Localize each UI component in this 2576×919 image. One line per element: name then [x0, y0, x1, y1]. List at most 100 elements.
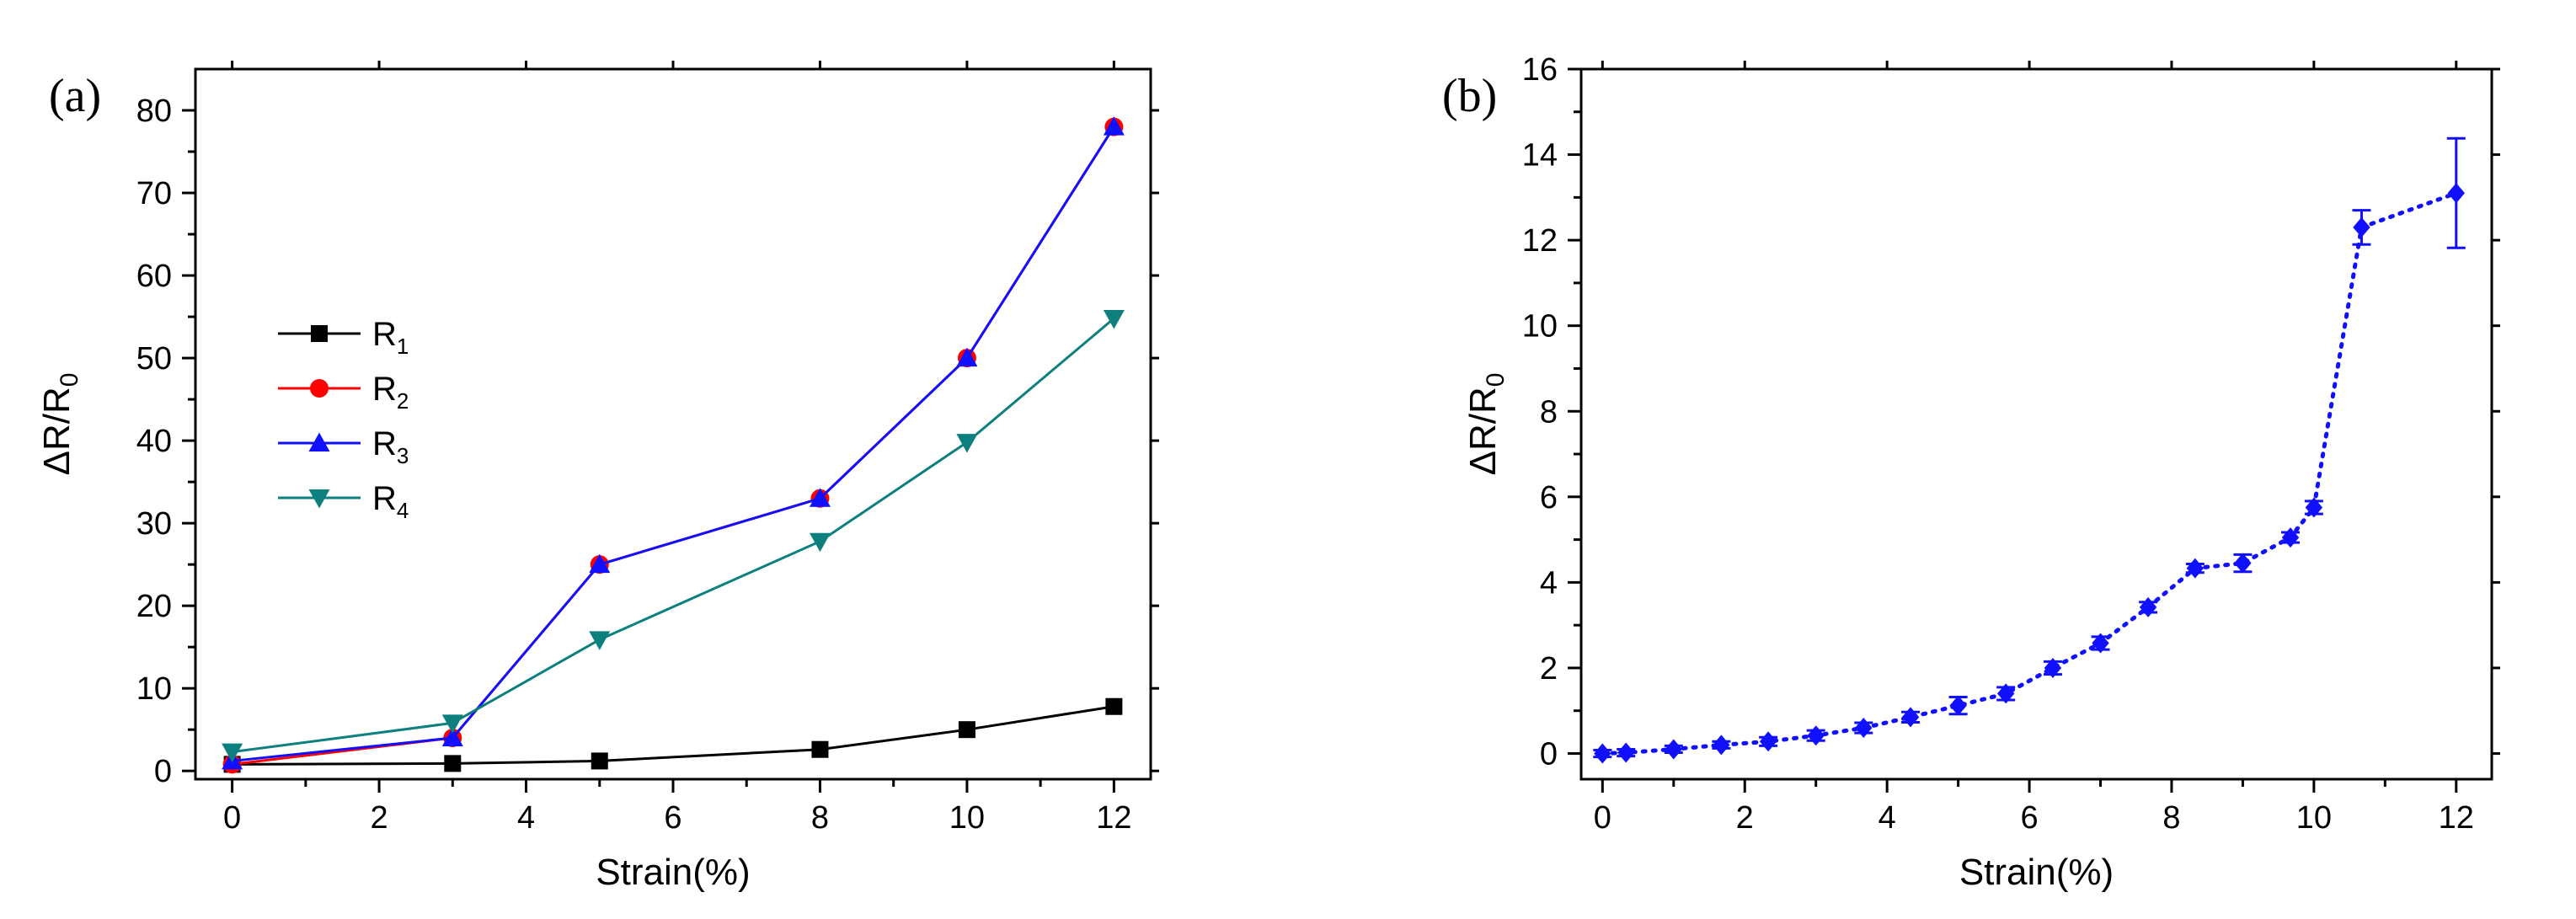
- legend-label: R1: [372, 316, 409, 359]
- legend-label-subscript: 1: [397, 334, 409, 359]
- data-point: [2044, 657, 2062, 678]
- data-point: [2305, 497, 2323, 518]
- x-tick-label: 0: [223, 800, 241, 836]
- x-axis-title: Strain(%): [1959, 852, 2114, 893]
- legend-marker: [310, 379, 329, 398]
- y-tick-label: 60: [136, 259, 172, 294]
- legend-marker: [308, 489, 330, 509]
- data-point: [441, 727, 463, 746]
- data-point: [589, 631, 611, 650]
- y-tick-label: 20: [136, 589, 172, 624]
- x-tick-label: 6: [2020, 800, 2038, 836]
- data-point: [956, 347, 978, 367]
- data-point: [2353, 216, 2370, 238]
- y-tick-label: 4: [1540, 565, 1558, 601]
- data-point: [1901, 707, 1920, 728]
- data-point: [1807, 725, 1825, 746]
- series-line: [232, 317, 1115, 754]
- x-tick-label: 2: [371, 800, 388, 836]
- data-point: [2186, 558, 2205, 579]
- data-point: [1103, 310, 1125, 329]
- x-tick-label: 12: [2439, 800, 2474, 836]
- data-point: [1617, 742, 1635, 763]
- y-tick-label: 10: [136, 671, 172, 707]
- x-axis-title: Strain(%): [596, 852, 750, 893]
- x-tick-label: 10: [2296, 800, 2332, 836]
- x-tick-label: 8: [2162, 800, 2180, 836]
- y-tick-label: 2: [1540, 651, 1558, 687]
- x-tick-label: 6: [664, 800, 681, 836]
- legend-label-subscript: 4: [397, 498, 409, 523]
- data-point: [1105, 697, 1123, 715]
- data-point: [591, 752, 608, 770]
- y-axis-title-subscript: 0: [1482, 373, 1510, 387]
- data-point: [811, 740, 829, 758]
- legend-marker: [308, 432, 330, 451]
- y-tick-label: 70: [136, 176, 172, 211]
- data-point: [2281, 527, 2300, 548]
- legend-label-subscript: 3: [397, 443, 409, 468]
- y-tick-label: 8: [1540, 394, 1558, 430]
- y-tick-label: 50: [136, 341, 172, 377]
- panel-label: (b): [1442, 70, 1497, 122]
- data-point: [1665, 739, 1682, 760]
- x-tick-label: 4: [1879, 800, 1896, 836]
- data-point: [2139, 596, 2157, 617]
- y-tick-label: 0: [1540, 737, 1558, 772]
- data-point: [1759, 731, 1777, 752]
- x-tick-label: 2: [1736, 800, 1754, 836]
- y-tick-label: 80: [136, 94, 172, 129]
- y-tick-label: 16: [1522, 52, 1558, 88]
- y-tick-label: 14: [1522, 138, 1558, 174]
- y-axis-title-subscript: 0: [56, 373, 83, 387]
- legend-label-main: R: [372, 480, 397, 517]
- y-tick-label: 10: [1522, 309, 1558, 345]
- data-point: [2447, 183, 2465, 204]
- data-point: [2092, 633, 2109, 654]
- x-tick-label: 12: [1096, 800, 1131, 836]
- data-point: [1713, 735, 1730, 756]
- legend-marker: [311, 325, 328, 342]
- series-r4: [222, 310, 1125, 763]
- data-point: [1996, 683, 2015, 704]
- data-point: [958, 721, 975, 739]
- plot-frame: [194, 67, 1152, 781]
- y-axis-title-main: ΔR/R: [1462, 387, 1504, 475]
- x-tick-label: 4: [517, 800, 535, 836]
- series-r2: [222, 117, 1124, 774]
- data-point: [1103, 116, 1125, 136]
- y-tick-label: 6: [1540, 480, 1558, 516]
- data-point: [1949, 695, 1967, 716]
- y-tick-label: 12: [1522, 223, 1558, 259]
- legend-label-main: R: [372, 425, 397, 462]
- data-point: [444, 755, 462, 772]
- data-point: [441, 714, 463, 734]
- data-point: [809, 532, 831, 553]
- data-point: [1855, 718, 1873, 739]
- series-main: [1593, 136, 2466, 764]
- legend-label-main: R: [372, 316, 397, 353]
- y-tick-label: 40: [136, 424, 172, 459]
- x-tick-label: 10: [949, 800, 985, 836]
- data-point: [1594, 743, 1611, 764]
- x-tick-label: 0: [1594, 800, 1611, 836]
- series-line: [232, 126, 1115, 766]
- series-line: [1600, 190, 2459, 756]
- chart-panel-a: 0 2 4 6 8 10 1201020304050607080Strain(%)ΔR/R0…: [36, 61, 1159, 893]
- legend-label: R4: [372, 480, 409, 523]
- legend-label-subscript: 2: [397, 388, 409, 414]
- plot-frame: [1579, 67, 2493, 781]
- data-point: [809, 488, 831, 507]
- x-tick-label: 8: [811, 800, 829, 836]
- series-line: [232, 126, 1115, 762]
- y-axis-title-main: ΔR/R: [36, 387, 77, 475]
- legend-label-main: R: [372, 371, 397, 408]
- data-point: [589, 553, 611, 574]
- y-axis-title: ΔR/R0: [1462, 373, 1510, 476]
- legend-label: R3: [372, 425, 409, 468]
- y-tick-label: 30: [136, 506, 172, 542]
- data-point: [2234, 553, 2252, 574]
